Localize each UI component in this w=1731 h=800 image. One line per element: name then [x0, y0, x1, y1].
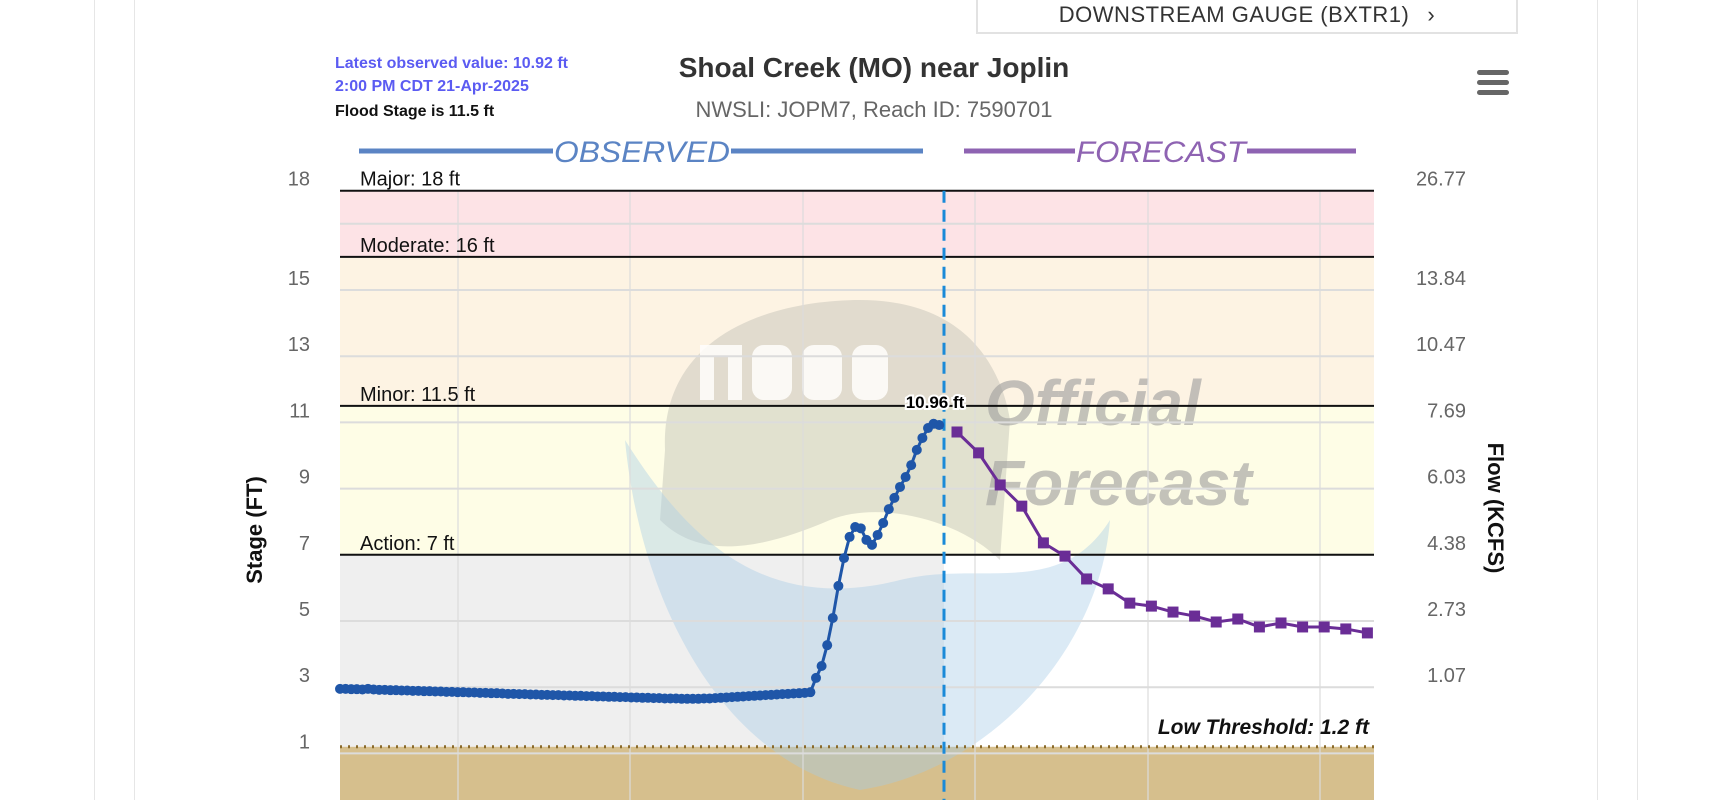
threshold-label: Moderate: 16 ft — [360, 235, 495, 257]
y-tick-right: 6.03 — [1427, 467, 1466, 489]
y-tick-left: 13 — [288, 334, 310, 356]
y-tick-right: 2.73 — [1427, 599, 1466, 621]
threshold-label: Action: 7 ft — [360, 533, 455, 555]
y-tick-left: 18 — [288, 169, 310, 191]
observed-point — [889, 492, 900, 503]
page-border-right-inner — [1597, 0, 1598, 800]
forecast-point — [1167, 606, 1179, 618]
y-tick-left: 5 — [299, 599, 310, 621]
forecast-point — [1081, 573, 1093, 585]
chart-subtitle: NWSLI: JOPM7, Reach ID: 7590701 — [695, 97, 1052, 122]
forecast-point — [1059, 550, 1071, 562]
forecast-point — [1016, 500, 1028, 512]
observed-point — [827, 613, 838, 624]
hamburger-menu-icon[interactable] — [1477, 70, 1509, 95]
forecast-point — [1037, 537, 1049, 549]
y-tick-left: 9 — [299, 467, 310, 489]
low-threshold-label: Low Threshold: 1.2 ft — [1158, 716, 1370, 739]
observed-point — [872, 529, 883, 540]
y-axis-title-right: Flow (KCFS) — [1483, 443, 1508, 574]
latest-observed-value: Latest observed value: 10.92 ft — [335, 55, 569, 72]
y-tick-right: 4.38 — [1427, 533, 1466, 555]
y-tick-left: 3 — [299, 665, 310, 687]
forecast-point — [1145, 600, 1157, 612]
forecast-point — [1253, 621, 1265, 633]
legend-forecast-label: FORECAST — [1076, 136, 1249, 169]
observed-point — [833, 580, 844, 591]
observed-point — [805, 687, 816, 698]
observed-point — [883, 504, 894, 515]
y-axis-title-left: Stage (FT) — [242, 476, 267, 584]
forecast-point — [1124, 597, 1136, 609]
forecast-point — [1361, 627, 1373, 639]
forecast-point — [973, 447, 985, 459]
forecast-point — [1210, 616, 1222, 628]
y-tick-right: 1.07 — [1427, 665, 1466, 687]
page-border-left-outer — [94, 0, 95, 800]
band-below-low-threshold — [340, 746, 1374, 800]
observed-point — [911, 444, 922, 455]
y-tick-right: 10.47 — [1416, 334, 1466, 356]
chevron-right-icon: › — [1427, 2, 1436, 27]
y-tick-left: 1 — [299, 731, 310, 753]
legend-forecast[interactable]: FORECAST — [964, 136, 1356, 169]
watermark-forecast: Forecast — [985, 447, 1254, 519]
observed-point — [822, 640, 833, 651]
forecast-point — [1318, 621, 1330, 633]
forecast-point — [1189, 610, 1201, 622]
legend-observed-label: OBSERVED — [554, 136, 730, 169]
forecast-point — [1275, 617, 1287, 629]
observed-point — [906, 460, 917, 471]
y-tick-right: 7.69 — [1427, 400, 1466, 422]
noaa-watermark: Official Forecast — [625, 300, 1254, 790]
flood-stage-text: Flood Stage is 11.5 ft — [335, 103, 495, 120]
downstream-gauge-label: DOWNSTREAM GAUGE (BXTR1) — [1058, 2, 1410, 27]
threshold-label: Major: 18 ft — [360, 169, 460, 191]
noaa-logo-letters — [700, 345, 888, 400]
downstream-gauge-button[interactable]: DOWNSTREAM GAUGE (BXTR1) › — [976, 0, 1518, 34]
watermark-official: Official — [985, 367, 1202, 439]
forecast-point — [1340, 623, 1352, 635]
forecast-point — [951, 426, 963, 438]
y-tick-right: 13.84 — [1416, 268, 1466, 290]
observed-point — [900, 472, 911, 483]
latest-observed-time: 2:00 PM CDT 21-Apr-2025 — [335, 78, 529, 95]
observed-point — [839, 553, 849, 564]
page-border-left-inner — [134, 0, 135, 800]
observed-point — [855, 523, 866, 534]
y-tick-right: 26.77 — [1416, 169, 1466, 191]
y-tick-left: 7 — [299, 533, 310, 555]
observed-point — [878, 518, 889, 529]
forecast-point — [994, 479, 1006, 491]
observed-point — [844, 531, 855, 542]
observed-point — [867, 539, 877, 550]
observed-point — [816, 661, 827, 672]
observed-point — [811, 672, 821, 683]
forecast-point — [1232, 613, 1244, 625]
threshold-label: Minor: 11.5 ft — [360, 384, 476, 406]
legend-observed[interactable]: OBSERVED — [359, 136, 923, 169]
observed-point — [895, 481, 905, 492]
y-tick-left: 11 — [289, 400, 310, 422]
band-action — [340, 554, 944, 747]
y-tick-left: 15 — [288, 268, 310, 290]
forecast-point — [1102, 583, 1114, 595]
peak-data-label: 10.96 ft — [906, 393, 965, 412]
observed-point — [917, 432, 928, 443]
observed-point — [934, 420, 945, 431]
page-border-right-outer — [1637, 0, 1638, 800]
chart-title: Shoal Creek (MO) near Joplin — [679, 52, 1070, 83]
forecast-point — [1297, 621, 1309, 633]
